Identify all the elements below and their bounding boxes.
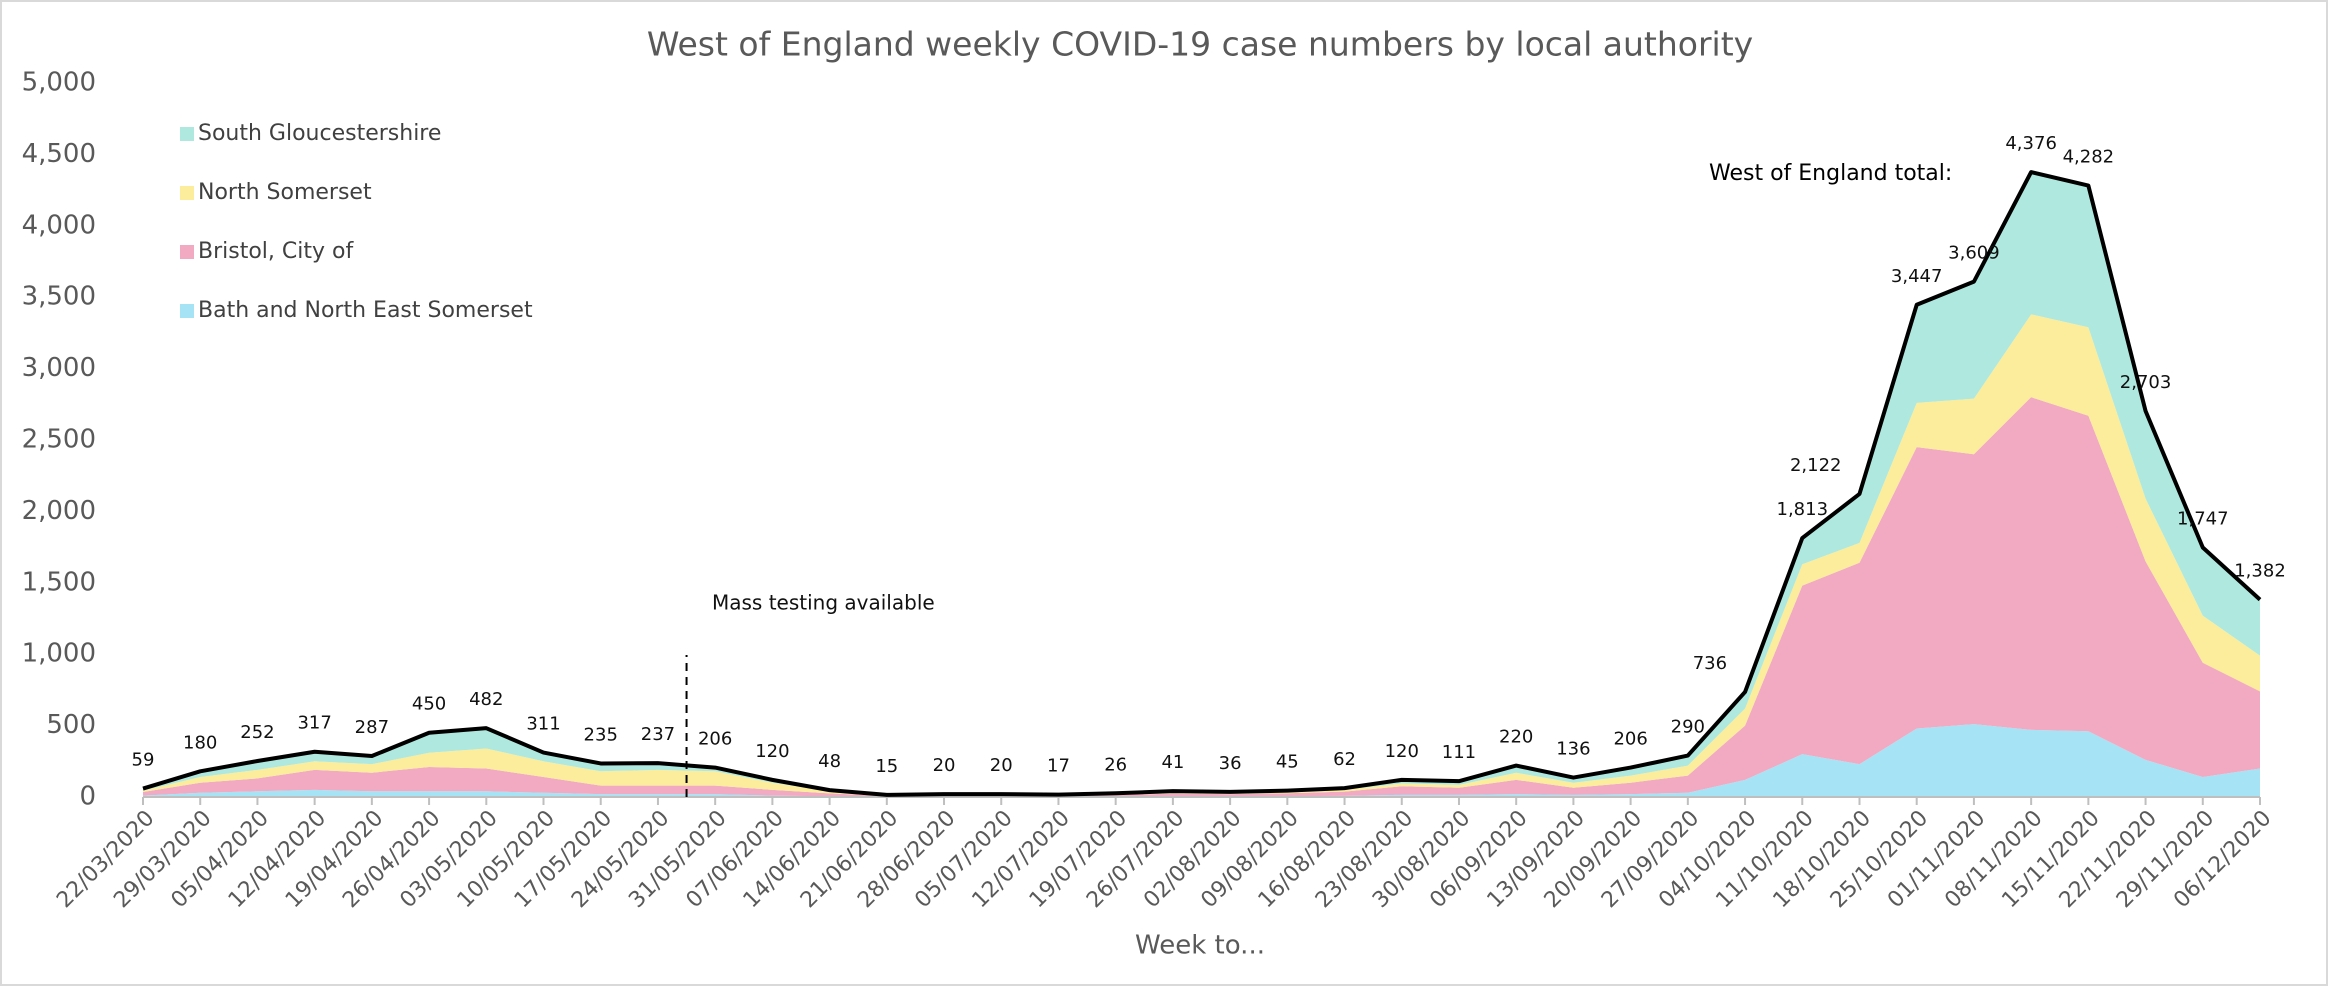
data-label: 482 xyxy=(469,689,503,710)
data-label: 287 xyxy=(355,717,389,738)
data-label: 311 xyxy=(526,714,560,735)
y-tick-label: 2,000 xyxy=(22,496,96,526)
legend-swatch xyxy=(180,186,194,200)
legend-swatch xyxy=(180,245,194,259)
x-axis-title: Week to... xyxy=(1135,931,1265,961)
y-tick-label: 1,000 xyxy=(22,639,96,669)
data-label: 4,282 xyxy=(2063,147,2115,168)
total-line xyxy=(142,170,2262,797)
data-label: 237 xyxy=(641,724,675,745)
data-label: 15 xyxy=(875,756,898,777)
data-label: 41 xyxy=(1161,752,1184,773)
y-tick-label: 0 xyxy=(79,782,96,812)
data-label: 736 xyxy=(1693,653,1727,674)
area xyxy=(143,397,2260,797)
data-label: 3,447 xyxy=(1891,266,1943,287)
data-label: 36 xyxy=(1219,753,1242,774)
data-label: 1,747 xyxy=(2177,509,2229,530)
legend-label: Bath and North East Somerset xyxy=(198,298,533,323)
y-tick-label: 2,500 xyxy=(22,425,96,455)
y-tick-label: 4,000 xyxy=(22,210,96,240)
data-label: 235 xyxy=(584,724,618,745)
y-tick-label: 1,500 xyxy=(22,567,96,597)
data-label: 180 xyxy=(183,732,217,753)
y-tick-label: 4,500 xyxy=(22,139,96,169)
data-label: 62 xyxy=(1333,749,1356,770)
area xyxy=(143,314,2260,796)
data-label: 206 xyxy=(1613,729,1647,750)
data-label: 3,609 xyxy=(1948,243,2000,264)
data-label: 4,376 xyxy=(2005,133,2057,154)
data-label: 45 xyxy=(1276,752,1299,773)
data-label: 290 xyxy=(1671,717,1705,738)
data-label: 2,122 xyxy=(1790,455,1842,476)
data-label: 120 xyxy=(755,741,789,762)
y-tick-label: 500 xyxy=(46,710,96,740)
annotation: Mass testing available xyxy=(712,591,935,615)
legend-swatch xyxy=(180,127,194,141)
legend-label: South Gloucestershire xyxy=(198,121,441,146)
data-label: 26 xyxy=(1104,754,1127,775)
data-label: 20 xyxy=(990,755,1013,776)
data-label: 1,813 xyxy=(1777,499,1829,520)
data-label: 206 xyxy=(698,729,732,750)
data-label: 48 xyxy=(818,751,841,772)
data-label: 450 xyxy=(412,694,446,715)
data-label: 220 xyxy=(1499,727,1533,748)
data-label: 111 xyxy=(1442,742,1476,763)
data-label: 136 xyxy=(1556,739,1590,760)
y-tick-label: 3,500 xyxy=(22,282,96,312)
y-tick-label: 3,000 xyxy=(22,353,96,383)
chart-title: West of England weekly COVID-19 case num… xyxy=(647,25,1753,64)
area xyxy=(143,172,2260,796)
legend-label: Bristol, City of xyxy=(198,239,354,264)
y-tick-label: 5,000 xyxy=(22,68,96,98)
data-label: 1,382 xyxy=(2234,561,2286,582)
data-label: 17 xyxy=(1047,756,1070,777)
area xyxy=(143,724,2260,797)
data-label: 20 xyxy=(933,755,956,776)
data-label: 2,703 xyxy=(2120,372,2172,393)
data-label: 252 xyxy=(240,722,274,743)
data-label: 120 xyxy=(1385,741,1419,762)
data-label: 59 xyxy=(132,750,155,771)
total-label: West of England total: xyxy=(1709,161,1952,186)
legend-label: North Somerset xyxy=(198,180,372,205)
data-label: 317 xyxy=(297,713,331,734)
legend-swatch xyxy=(180,304,194,318)
